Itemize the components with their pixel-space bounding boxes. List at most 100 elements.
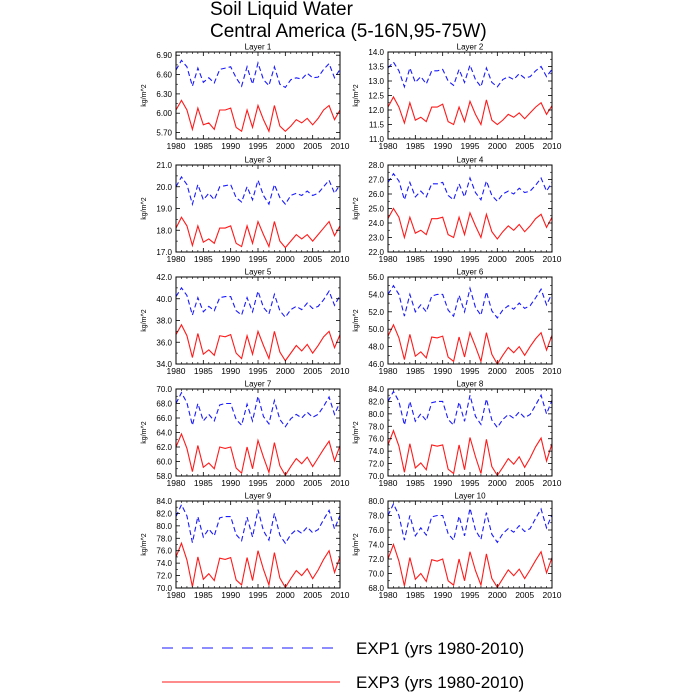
chart-panel: Layer 10 1980 1985 1990 1995 2000 2005 2010 68.0… — [353, 492, 562, 601]
x-tick-label: 2000 — [488, 478, 507, 488]
y-tick-label: 80.0 — [156, 522, 172, 531]
panel-title: Layer 1 — [245, 43, 272, 52]
x-tick-label: 2005 — [303, 478, 322, 488]
y-axis-label: kg/m^2 — [141, 309, 148, 331]
x-tick-label: 1995 — [461, 141, 480, 151]
x-tick-label: 2010 — [331, 366, 350, 376]
x-tick-label: 1985 — [406, 590, 425, 600]
y-tick-label: 70.0 — [156, 584, 172, 593]
y-tick-label: 78.0 — [156, 534, 172, 543]
series-line — [387, 172, 553, 203]
y-tick-label: 74.0 — [368, 541, 384, 550]
y-tick-label: 52.0 — [368, 308, 384, 317]
y-axis-label: kg/m^2 — [141, 84, 148, 106]
y-axis-label: kg/m^2 — [353, 197, 360, 219]
x-tick-label: 2005 — [515, 478, 534, 488]
chart-panel: Layer 1 1980 1985 1990 1995 2000 2005 2010 5.70 6… — [141, 43, 350, 152]
series-line — [387, 390, 553, 429]
y-tick-label: 12.5 — [368, 92, 384, 101]
series-line — [175, 323, 341, 362]
x-tick-label: 1995 — [249, 478, 268, 488]
y-tick-label: 72.0 — [368, 460, 384, 469]
y-tick-label: 78.0 — [368, 512, 384, 521]
chart-panel: Layer 3 1980 1985 1990 1995 2000 2005 2010 17.0 1… — [141, 156, 350, 265]
panel-title: Layer 8 — [457, 380, 484, 389]
y-tick-label: 18.0 — [156, 226, 172, 235]
x-tick-label: 2010 — [543, 141, 562, 151]
x-tick-label: 1995 — [249, 141, 268, 151]
y-tick-label: 60.0 — [156, 458, 172, 467]
panel-title: Layer 9 — [245, 492, 272, 501]
x-tick-label: 1985 — [406, 254, 425, 264]
x-tick-label: 1990 — [221, 254, 240, 264]
y-tick-label: 21.0 — [156, 161, 172, 170]
y-tick-label: 70.0 — [368, 570, 384, 579]
y-tick-label: 17.0 — [156, 248, 172, 257]
x-tick-label: 1990 — [221, 478, 240, 488]
y-tick-label: 36.0 — [156, 338, 172, 347]
series-line — [175, 503, 341, 545]
y-tick-label: 38.0 — [156, 317, 172, 326]
y-tick-label: 78.0 — [368, 422, 384, 431]
x-tick-label: 1980 — [379, 478, 398, 488]
y-tick-label: 66.0 — [156, 414, 172, 423]
x-tick-label: 1990 — [433, 254, 452, 264]
chart-panel: Layer 8 1980 1985 1990 1995 2000 2005 2010 70.0 7… — [353, 380, 562, 489]
x-tick-label: 2005 — [303, 141, 322, 151]
y-tick-label: 70.0 — [156, 385, 172, 394]
panel-title: Layer 6 — [457, 268, 484, 277]
chart-title-line-1: Soil Liquid Water — [210, 0, 353, 20]
x-tick-label: 2000 — [488, 366, 507, 376]
x-tick-label: 1990 — [433, 366, 452, 376]
y-axis-label: kg/m^2 — [141, 533, 148, 555]
panel-title: Layer 5 — [245, 268, 272, 277]
x-tick-label: 2000 — [276, 141, 295, 151]
chart-title-line-2: Central America (5-16N,95-75W) — [210, 21, 487, 42]
chart-panel: Layer 5 1980 1985 1990 1995 2000 2005 2010 34.0 3… — [141, 268, 350, 377]
y-tick-label: 82.0 — [156, 509, 172, 518]
x-tick-label: 1985 — [406, 366, 425, 376]
x-tick-label: 2000 — [276, 254, 295, 264]
series-line — [175, 175, 341, 207]
x-tick-label: 1985 — [406, 141, 425, 151]
x-tick-label: 1985 — [194, 254, 213, 264]
y-tick-label: 68.0 — [156, 400, 172, 409]
y-tick-label: 70.0 — [368, 472, 384, 481]
x-tick-label: 2010 — [331, 478, 350, 488]
y-tick-label: 22.0 — [368, 248, 384, 257]
panel-title: Layer 4 — [457, 156, 484, 165]
series-line — [175, 541, 341, 589]
y-tick-label: 11.5 — [369, 121, 385, 130]
series-line — [387, 207, 553, 240]
x-tick-label: 1995 — [249, 366, 268, 376]
y-tick-label: 76.0 — [368, 526, 384, 535]
chart-panel: Layer 6 1980 1985 1990 1995 2000 2005 2010 46.0 4… — [353, 268, 562, 377]
y-tick-label: 28.0 — [368, 161, 384, 170]
x-tick-label: 2005 — [515, 141, 534, 151]
legend-label-exp3: EXP3 (yrs 1980-2010) — [356, 673, 524, 692]
x-tick-label: 1980 — [167, 366, 186, 376]
y-tick-label: 6.30 — [156, 90, 172, 99]
y-tick-label: 34.0 — [156, 360, 172, 369]
x-tick-label: 1990 — [221, 366, 240, 376]
y-tick-label: 20.0 — [156, 183, 172, 192]
x-tick-label: 1985 — [406, 478, 425, 488]
y-tick-label: 80.0 — [368, 410, 384, 419]
x-tick-label: 2010 — [543, 254, 562, 264]
x-tick-label: 2005 — [515, 254, 534, 264]
y-tick-label: 76.0 — [156, 547, 172, 556]
y-tick-label: 62.0 — [156, 443, 172, 452]
x-tick-label: 2010 — [331, 141, 350, 151]
x-tick-label: 1995 — [461, 590, 480, 600]
x-tick-label: 2000 — [276, 478, 295, 488]
x-tick-label: 1990 — [433, 478, 452, 488]
y-tick-label: 74.0 — [368, 447, 384, 456]
y-tick-label: 23.0 — [368, 234, 384, 243]
y-tick-label: 6.60 — [156, 71, 172, 80]
y-tick-label: 5.70 — [156, 129, 172, 138]
x-tick-label: 2005 — [303, 366, 322, 376]
x-tick-label: 1980 — [167, 590, 186, 600]
y-tick-label: 27.0 — [368, 176, 384, 185]
y-tick-label: 58.0 — [156, 472, 172, 481]
